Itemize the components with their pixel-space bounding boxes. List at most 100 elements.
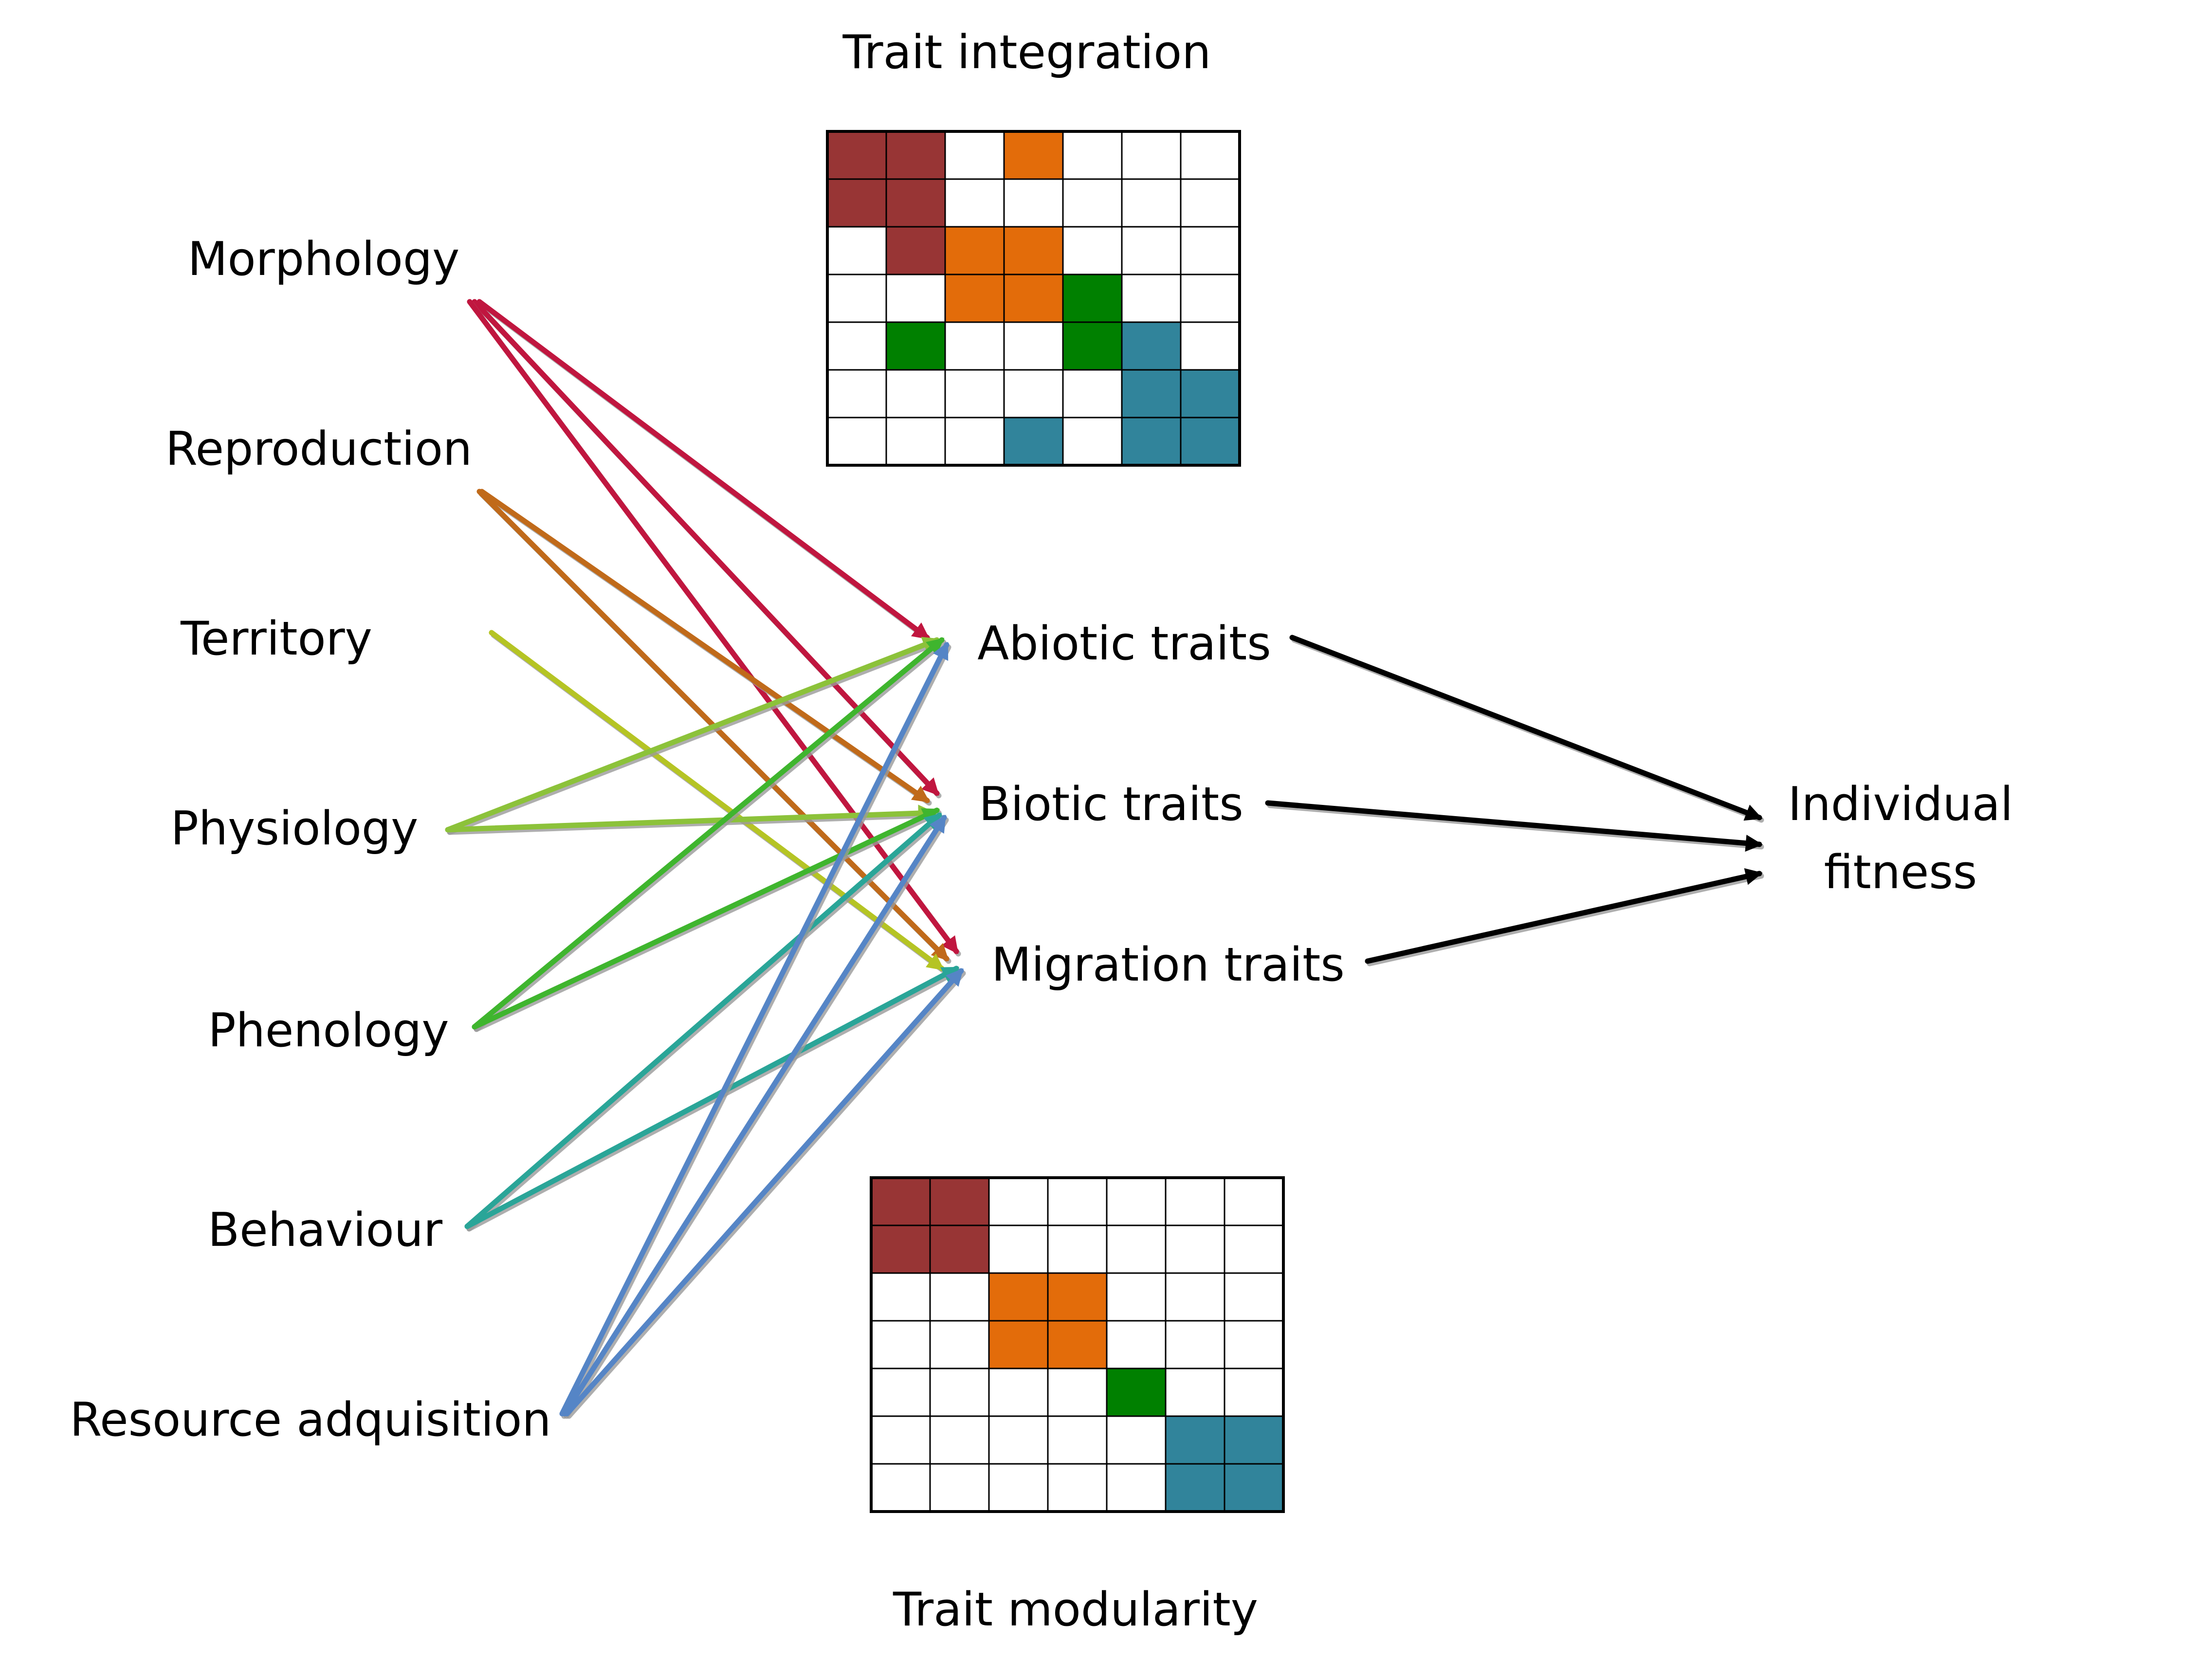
modularity-cell-6-3 bbox=[1047, 1463, 1108, 1513]
modularity-cell-0-2 bbox=[988, 1177, 1049, 1226]
arrow-biotic-to-fitness bbox=[1265, 800, 1763, 852]
modularity-cell-0-4 bbox=[1106, 1177, 1167, 1226]
modularity-cell-4-0 bbox=[870, 1367, 931, 1417]
integration-border bbox=[826, 130, 1241, 467]
modularity-cell-0-0 bbox=[870, 1177, 931, 1226]
individual-fitness-label-line2: fitness bbox=[1824, 846, 1977, 899]
integration-cell-4-2 bbox=[944, 321, 1005, 371]
middle-label-abiotic: Abiotic traits bbox=[977, 617, 1271, 671]
modularity-cell-4-2 bbox=[988, 1367, 1049, 1417]
arrow-behaviour-to-migration-shadow bbox=[466, 968, 961, 1232]
integration-cell-3-6 bbox=[1180, 273, 1241, 323]
arrow-reproduction-to-biotic bbox=[479, 489, 930, 803]
integration-cell-0-3 bbox=[1003, 130, 1064, 180]
integration-cell-4-1 bbox=[885, 321, 946, 371]
connector-arrows bbox=[445, 299, 1764, 1419]
individual-fitness-label-line1: Individual bbox=[1788, 778, 2013, 831]
middle-label-migration: Migration traits bbox=[991, 938, 1345, 992]
integration-cell-6-3 bbox=[1003, 417, 1064, 466]
modularity-cell-5-4 bbox=[1106, 1415, 1167, 1465]
integration-cell-3-4 bbox=[1062, 273, 1123, 323]
integration-cell-5-4 bbox=[1062, 369, 1123, 419]
integration-cell-3-5 bbox=[1121, 273, 1182, 323]
arrow-resource-to-abiotic-shadow bbox=[561, 644, 951, 1419]
modularity-cell-5-0 bbox=[870, 1415, 931, 1465]
modularity-cell-6-1 bbox=[929, 1463, 990, 1513]
integration-cell-6-5 bbox=[1121, 417, 1182, 466]
modularity-cell-5-2 bbox=[988, 1415, 1049, 1465]
integration-cell-3-2 bbox=[944, 273, 1005, 323]
modularity-cell-6-0 bbox=[870, 1463, 931, 1513]
integration-cell-4-5 bbox=[1121, 321, 1182, 371]
modularity-cell-2-1 bbox=[929, 1272, 990, 1322]
modularity-cell-0-6 bbox=[1224, 1177, 1284, 1226]
modularity-cell-3-6 bbox=[1224, 1320, 1284, 1369]
source-label-morphology: Morphology bbox=[188, 233, 460, 286]
integration-cell-3-3 bbox=[1003, 273, 1064, 323]
arrow-resource-to-migration bbox=[564, 968, 964, 1417]
integration-cell-2-4 bbox=[1062, 226, 1123, 275]
arrow-behaviour-to-biotic-shadow bbox=[466, 815, 944, 1232]
modularity-cell-6-6 bbox=[1224, 1463, 1284, 1513]
integration-cell-5-0 bbox=[826, 369, 887, 419]
arrow-phenology-to-biotic-shadow bbox=[474, 810, 942, 1032]
modularity-cell-3-2 bbox=[988, 1320, 1049, 1369]
arrow-abiotic-to-fitness bbox=[1289, 635, 1763, 821]
modularity-cell-1-0 bbox=[870, 1224, 931, 1274]
integration-cell-2-2 bbox=[944, 226, 1005, 275]
integration-cell-1-2 bbox=[944, 178, 1005, 228]
modularity-cell-2-0 bbox=[870, 1272, 931, 1322]
modularity-cell-3-5 bbox=[1165, 1320, 1225, 1369]
source-label-territory: Territory bbox=[180, 612, 372, 666]
integration-cell-2-1 bbox=[885, 226, 946, 275]
integration-cell-1-4 bbox=[1062, 178, 1123, 228]
integration-cell-6-2 bbox=[944, 417, 1005, 466]
integration-cell-5-5 bbox=[1121, 369, 1182, 419]
middle-label-biotic: Biotic traits bbox=[979, 778, 1243, 831]
modularity-cell-2-3 bbox=[1047, 1272, 1108, 1322]
integration-cell-6-6 bbox=[1180, 417, 1241, 466]
modularity-cell-4-4 bbox=[1106, 1367, 1167, 1417]
arrow-phenology-to-abiotic bbox=[472, 637, 945, 1030]
arrow-migration-to-fitness bbox=[1365, 868, 1763, 964]
arrow-physiology-to-abiotic bbox=[445, 637, 940, 833]
integration-cell-5-2 bbox=[944, 369, 1005, 419]
integration-cell-6-1 bbox=[885, 417, 946, 466]
arrow-behaviour-to-migration bbox=[464, 966, 960, 1229]
arrow-resource-to-biotic-shadow bbox=[564, 817, 949, 1419]
arrow-physiology-to-abiotic-shadow bbox=[447, 639, 942, 835]
integration-cell-0-1 bbox=[885, 130, 946, 180]
modularity-border bbox=[870, 1176, 1285, 1513]
modularity-cell-6-2 bbox=[988, 1463, 1049, 1513]
source-label-physiology: Physiology bbox=[171, 802, 419, 856]
modularity-cell-6-5 bbox=[1165, 1463, 1225, 1513]
modularity-cell-1-3 bbox=[1047, 1224, 1108, 1274]
integration-cell-4-0 bbox=[826, 321, 887, 371]
modularity-cell-3-0 bbox=[870, 1320, 931, 1369]
source-label-resource-adquisition: Resource adquisition bbox=[70, 1393, 551, 1447]
modularity-cell-5-3 bbox=[1047, 1415, 1108, 1465]
integration-cell-1-5 bbox=[1121, 178, 1182, 228]
modularity-cell-5-1 bbox=[929, 1415, 990, 1465]
source-label-phenology: Phenology bbox=[208, 1004, 449, 1057]
modularity-cell-0-5 bbox=[1165, 1177, 1225, 1226]
integration-cell-4-6 bbox=[1180, 321, 1241, 371]
arrow-phenology-to-abiotic-shadow bbox=[474, 639, 947, 1032]
integration-cell-6-4 bbox=[1062, 417, 1123, 466]
modularity-cell-2-4 bbox=[1106, 1272, 1167, 1322]
modularity-cell-0-3 bbox=[1047, 1177, 1108, 1226]
modularity-cell-5-5 bbox=[1165, 1415, 1225, 1465]
arrow-behaviour-to-biotic bbox=[464, 812, 942, 1229]
integration-cell-0-6 bbox=[1180, 130, 1241, 180]
modularity-cell-1-5 bbox=[1165, 1224, 1225, 1274]
arrow-resource-to-abiotic bbox=[559, 641, 950, 1417]
modularity-cell-2-6 bbox=[1224, 1272, 1284, 1322]
modularity-cell-0-1 bbox=[929, 1177, 990, 1226]
source-label-reproduction: Reproduction bbox=[165, 422, 472, 476]
modularity-cell-4-6 bbox=[1224, 1367, 1284, 1417]
integration-cell-1-0 bbox=[826, 178, 887, 228]
arrow-migration-to-fitness-shadow bbox=[1367, 873, 1764, 966]
arrow-morphology-to-abiotic bbox=[476, 299, 930, 640]
modularity-cell-1-2 bbox=[988, 1224, 1049, 1274]
